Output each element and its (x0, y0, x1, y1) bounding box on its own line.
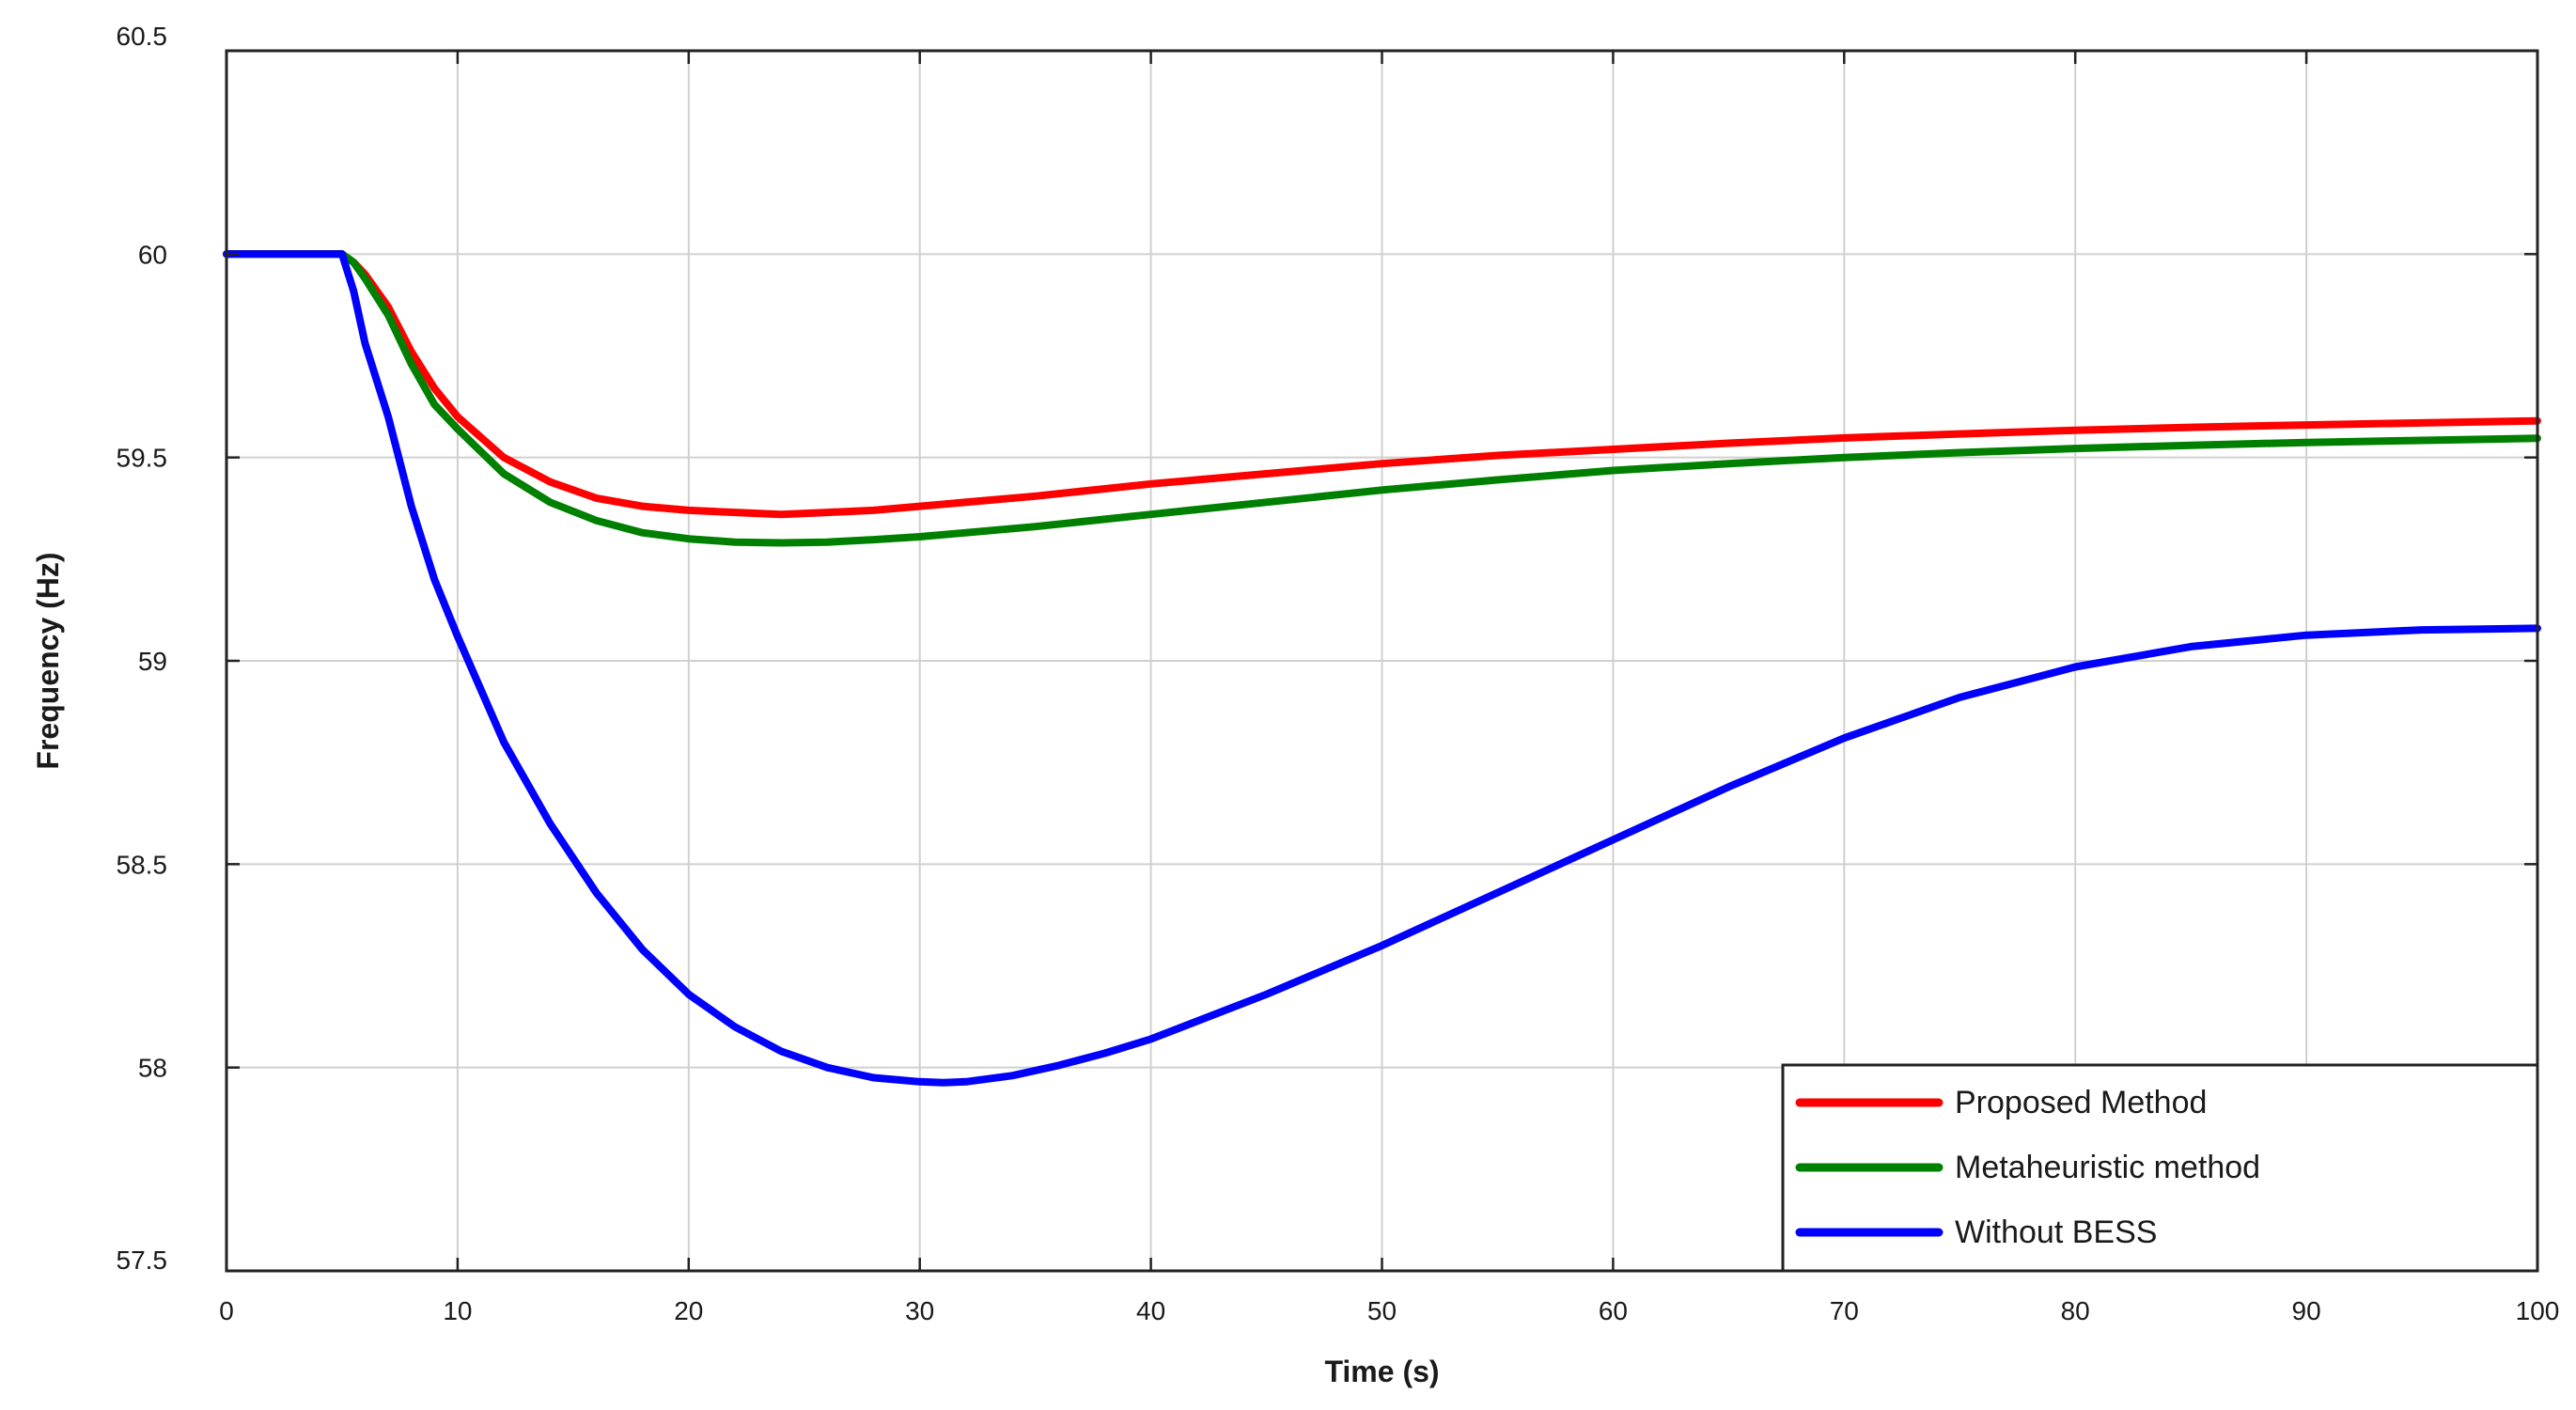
legend-label-proposed-method: Proposed Method (1955, 1085, 2207, 1120)
x-tick-label: 30 (905, 1296, 934, 1325)
series-lines (223, 250, 2541, 1087)
series-line-without-bess (223, 250, 2541, 1087)
x-axis-title: Time (s) (1324, 1355, 1439, 1388)
y-tick-label: 57.5 (117, 1246, 168, 1275)
x-tick-label: 80 (2061, 1296, 2090, 1325)
legend-label-metaheuristic-method: Metaheuristic method (1955, 1150, 2260, 1185)
y-tick-labels: 57.5 58 58.5 59 59.5 60 60.5 (117, 22, 168, 1275)
x-tick-label: 90 (2292, 1296, 2321, 1325)
x-tick-label: 0 (219, 1296, 234, 1325)
y-tick-label: 59 (138, 647, 167, 676)
x-tick-label: 60 (1599, 1296, 1628, 1325)
x-tick-label: 70 (1830, 1296, 1859, 1325)
y-tick-label: 60.5 (117, 22, 168, 51)
x-tick-label: 40 (1136, 1296, 1165, 1325)
legend: Proposed Method Metaheuristic method Witho… (1781, 1063, 2539, 1273)
x-tick-label: 10 (443, 1296, 472, 1325)
y-tick-label: 59.5 (117, 444, 168, 473)
x-tick-label: 100 (2516, 1296, 2560, 1325)
y-axis-title: Frequency (Hz) (31, 552, 65, 769)
series-line-metaheuristic-method (223, 250, 2541, 547)
x-tick-label: 50 (1367, 1296, 1397, 1325)
series-line-proposed-method (223, 250, 2541, 519)
y-tick-label: 60 (138, 240, 167, 269)
x-tick-label: 20 (674, 1296, 703, 1325)
x-tick-labels: 0 10 20 30 40 50 60 70 80 90 100 (219, 1296, 2559, 1325)
y-tick-label: 58 (138, 1054, 167, 1083)
legend-label-without-bess: Without BESS (1955, 1214, 2157, 1250)
y-tick-label: 58.5 (117, 850, 168, 879)
